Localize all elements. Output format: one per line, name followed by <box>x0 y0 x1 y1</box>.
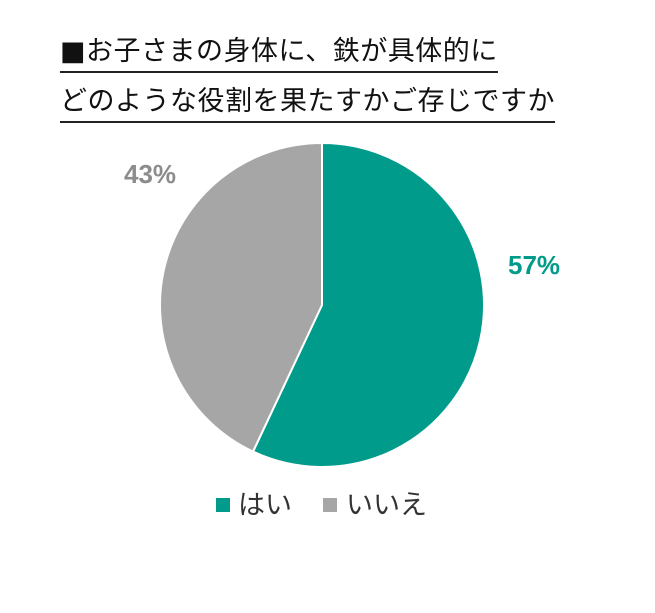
legend-swatch-2 <box>323 498 337 512</box>
legend-label-1: はい <box>238 490 292 521</box>
slice-value-label-2: 43% <box>124 159 176 189</box>
legend-label-2: いいえ <box>346 490 427 521</box>
legend: はい いいえ <box>216 490 427 521</box>
pie-slice-1 <box>251 141 485 468</box>
slice-value-label-1: 57% <box>508 250 560 280</box>
pie-slice-2 <box>159 141 323 453</box>
chart-title-line-1: ■お子さまの身体に、鉄が具体的に <box>60 38 498 73</box>
legend-swatch-1 <box>216 498 230 512</box>
chart-title-line-2: どのような役割を果たすかご存じですか <box>60 88 555 123</box>
